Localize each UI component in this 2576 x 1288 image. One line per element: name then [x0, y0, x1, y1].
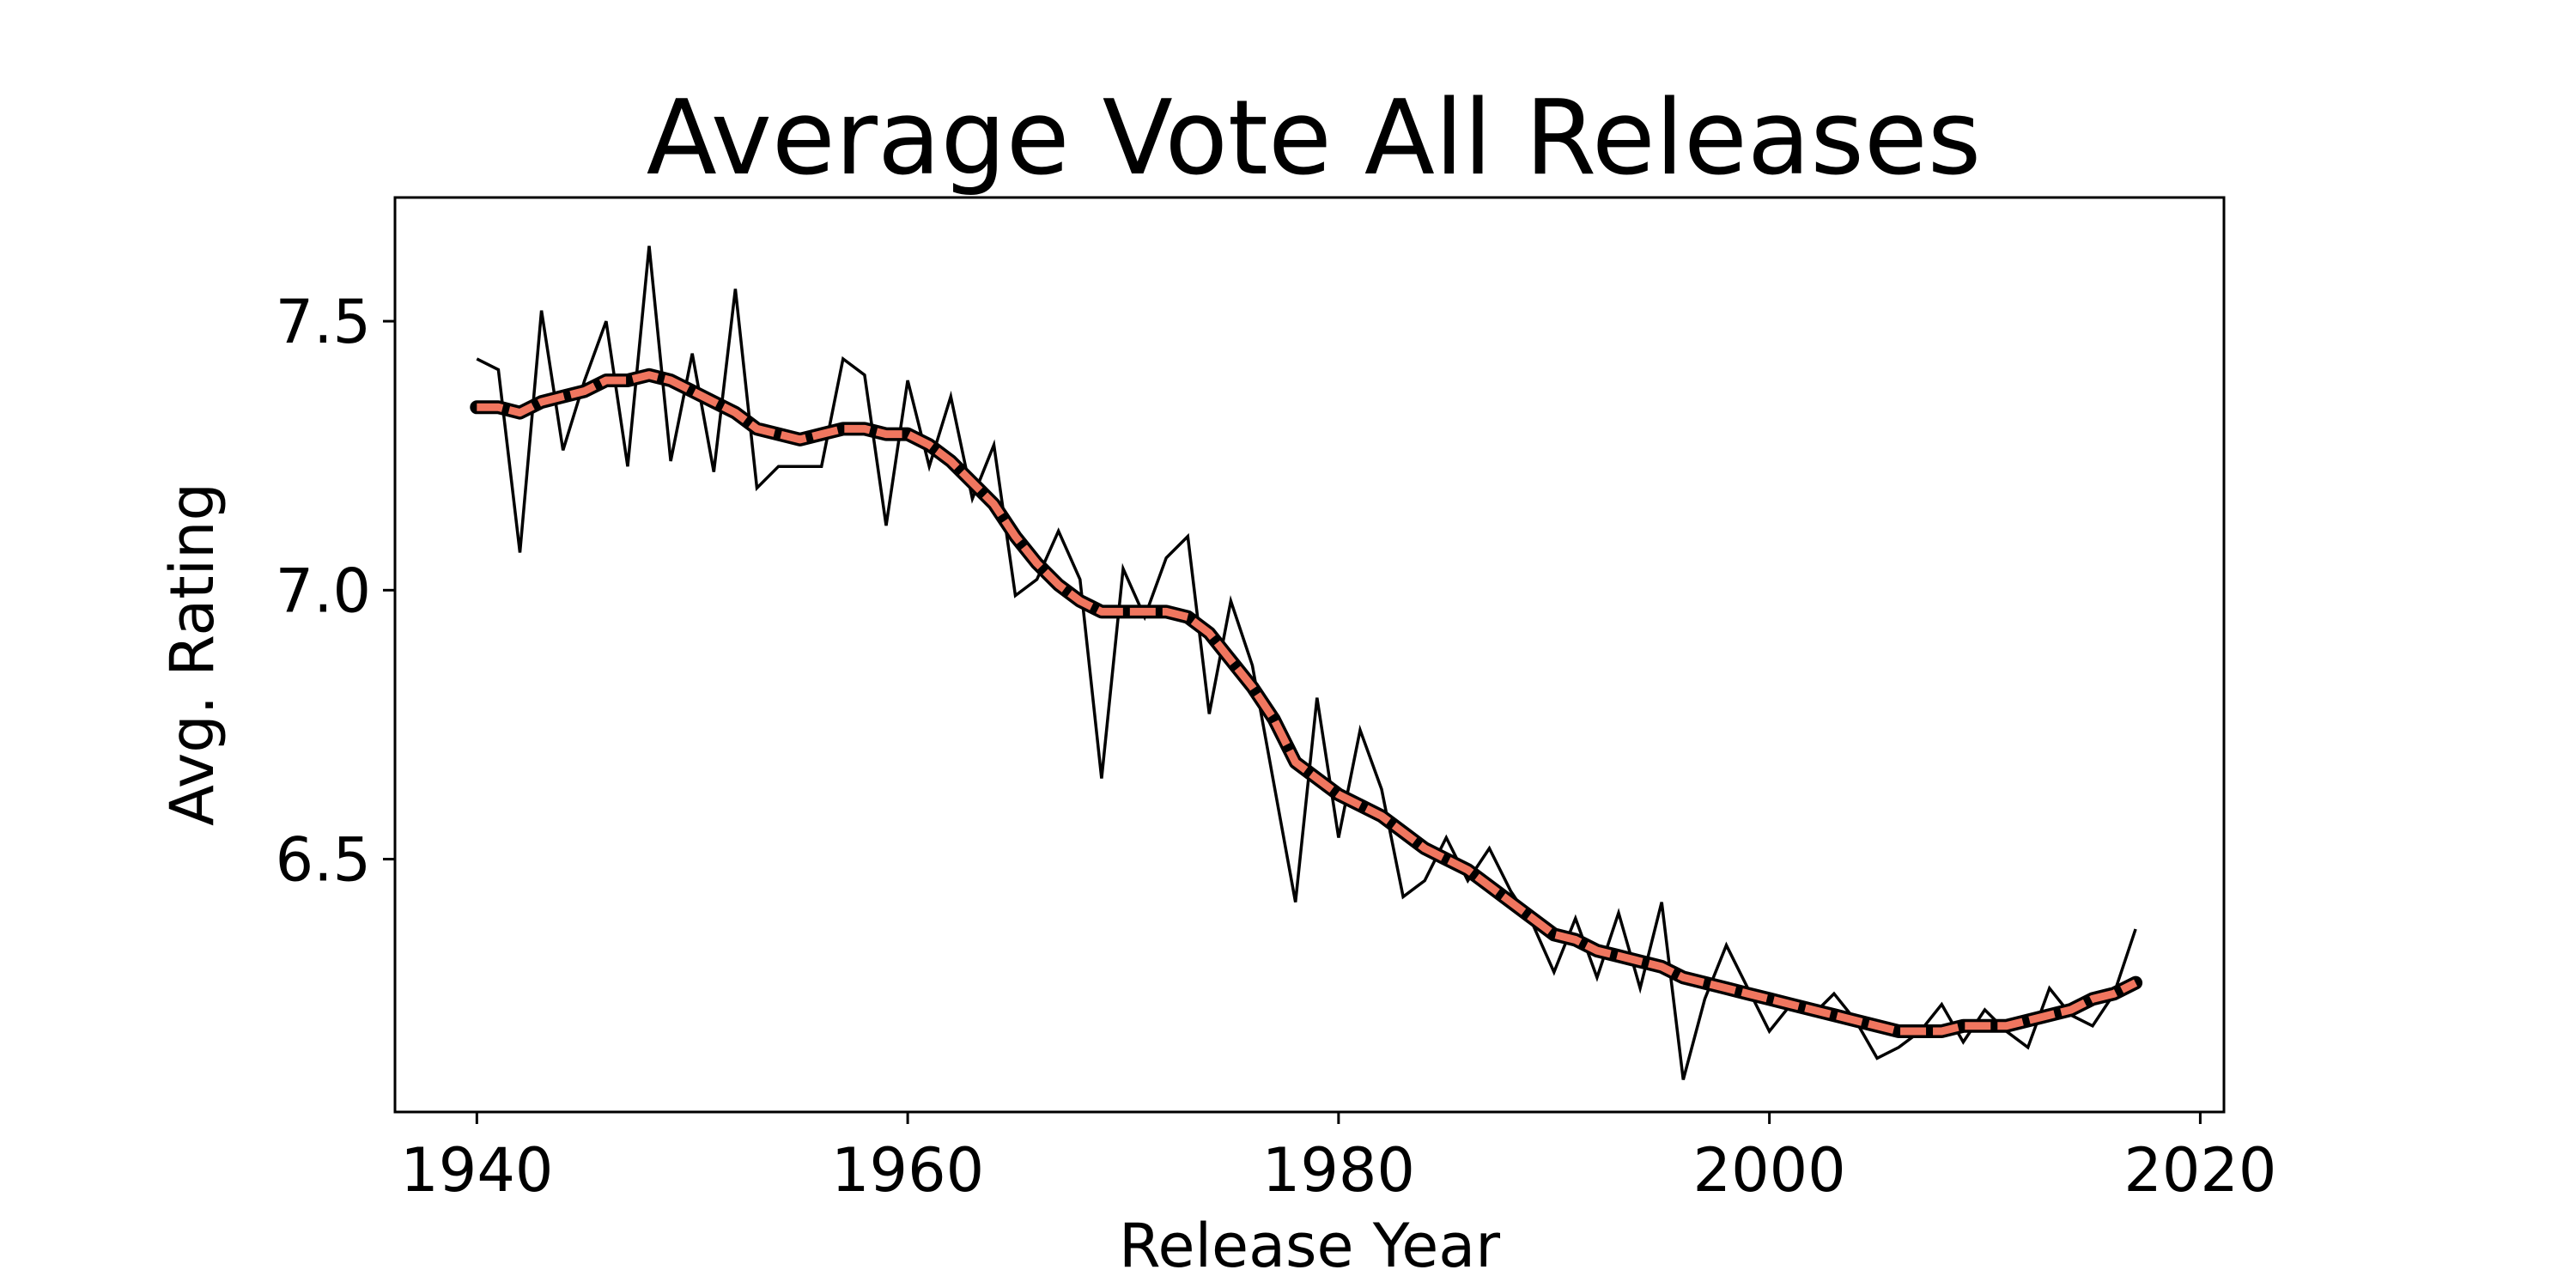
x-tick-label: 2020: [2123, 1135, 2276, 1206]
plot-frame: [393, 196, 2226, 1114]
x-tick-label: 2000: [1693, 1135, 1846, 1206]
y-axis-label: Avg. Rating: [157, 483, 228, 826]
y-tick-label: 7.5: [276, 287, 371, 357]
x-tick-label: 1960: [831, 1135, 984, 1206]
y-axis: 6.5 7.0 7.5: [276, 287, 395, 896]
x-axis-label: Release Year: [1119, 1211, 1500, 1281]
smoothed-series-line: [477, 371, 2138, 1036]
y-tick-label: 6.5: [276, 825, 371, 896]
x-axis: 1940 1960 1980 2000 2020: [400, 1112, 2276, 1206]
y-tick-label: 7.0: [276, 556, 371, 626]
series-layer: [470, 246, 2143, 1080]
chart-title: Average Vote All Releases: [647, 79, 1981, 198]
x-tick-label: 1980: [1262, 1135, 1415, 1206]
x-tick-label: 1940: [400, 1135, 553, 1206]
